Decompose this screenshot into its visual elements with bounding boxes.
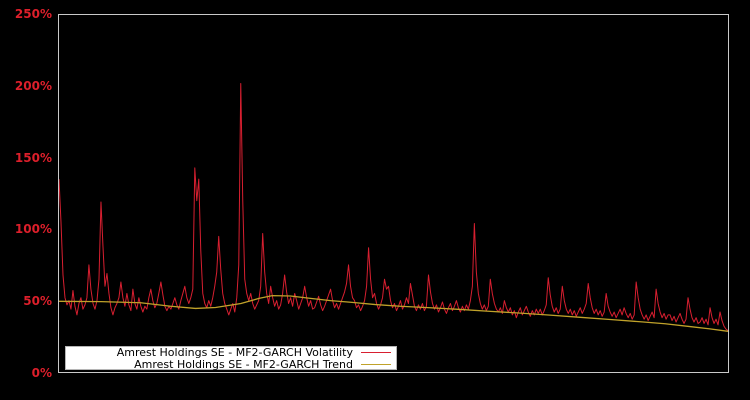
y-axis-tick-label: 50% xyxy=(23,294,52,309)
chart-svg xyxy=(59,83,728,332)
volatility-line xyxy=(59,83,728,332)
y-axis-tick-label: 150% xyxy=(14,150,52,165)
y-axis-tick-label: 100% xyxy=(14,222,52,237)
legend-item-volatility: Amrest Holdings SE - MF2-GARCH Volatilit… xyxy=(70,347,391,358)
legend-label-volatility: Amrest Holdings SE - MF2-GARCH Volatilit… xyxy=(116,345,353,359)
trend-line xyxy=(59,294,728,332)
legend-line-sample-trend xyxy=(361,363,391,365)
legend: Amrest Holdings SE - MF2-GARCH Volatilit… xyxy=(65,346,397,370)
legend-item-trend: Amrest Holdings SE - MF2-GARCH Trend xyxy=(70,359,391,370)
plot-area xyxy=(58,14,729,373)
y-axis-tick-label: 0% xyxy=(31,366,52,380)
y-axis-tick-label: 200% xyxy=(14,78,52,93)
legend-label-trend: Amrest Holdings SE - MF2-GARCH Trend xyxy=(134,357,353,371)
y-axis-tick-label: 250% xyxy=(14,7,52,21)
legend-line-sample-volatility xyxy=(361,351,391,353)
